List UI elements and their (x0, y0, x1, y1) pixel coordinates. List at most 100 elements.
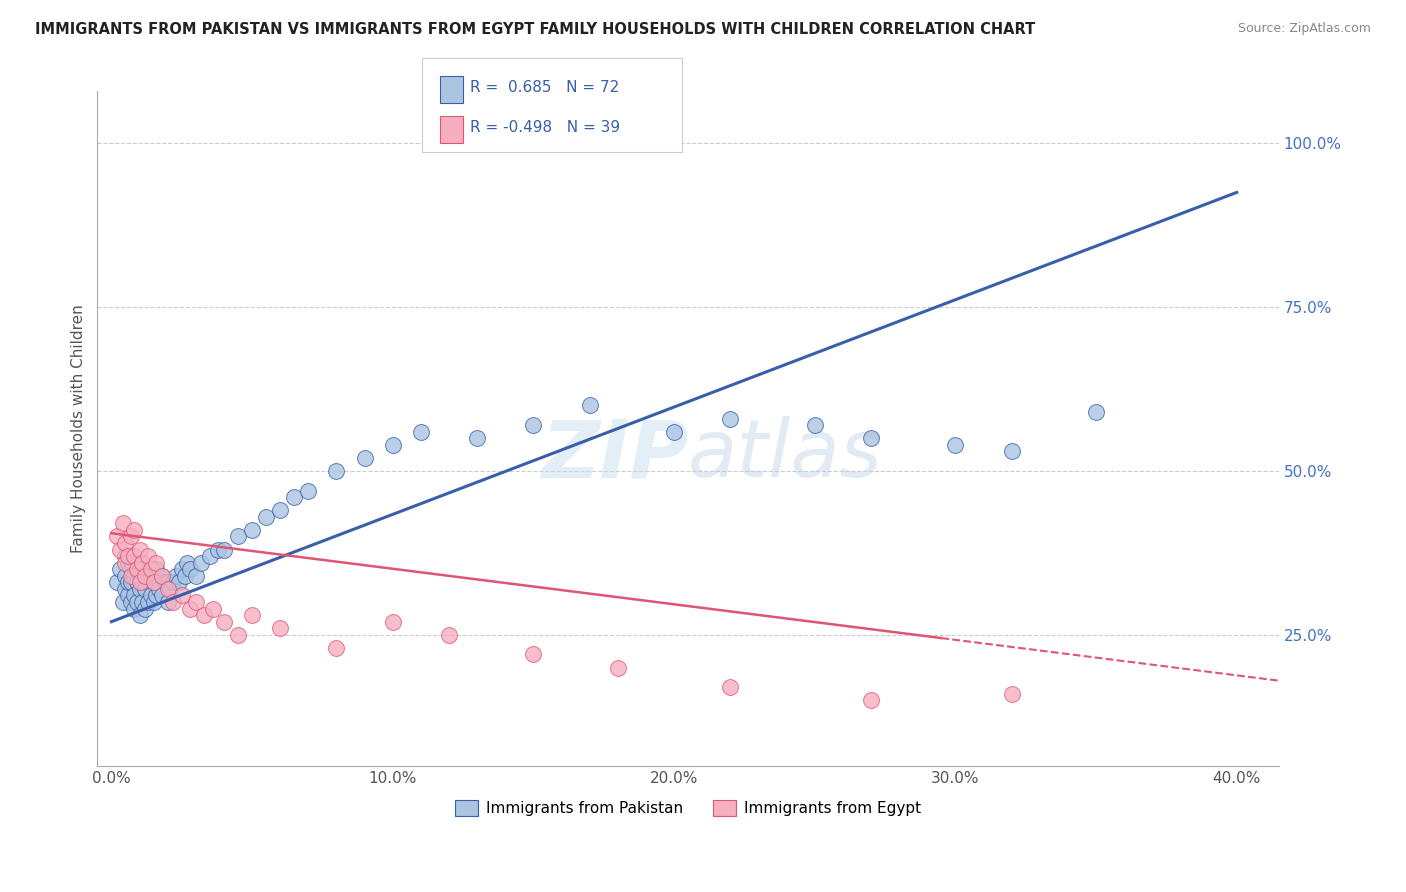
Point (139, 569, 162, 583)
Point (193, 608, 215, 623)
Point (167, 575, 190, 590)
Point (325, 464, 347, 478)
Point (145, 556, 167, 570)
Point (108, 542, 131, 557)
Point (134, 601, 156, 615)
Point (159, 582, 181, 596)
Point (325, 640, 347, 655)
Point (122, 549, 145, 563)
Point (201, 601, 224, 615)
Point (859, 693, 882, 707)
Point (150, 569, 173, 583)
Text: IMMIGRANTS FROM PAKISTAN VS IMMIGRANTS FROM EGYPT FAMILY HOUSEHOLDS WITH CHILDRE: IMMIGRANTS FROM PAKISTAN VS IMMIGRANTS F… (35, 22, 1035, 37)
Point (128, 582, 150, 596)
Point (1085, 405, 1108, 419)
Point (184, 569, 207, 583)
Point (240, 608, 263, 623)
Point (212, 615, 235, 629)
Text: R = -0.498   N = 39: R = -0.498 N = 39 (470, 120, 620, 136)
Point (128, 575, 150, 590)
Point (134, 569, 156, 583)
Point (120, 529, 142, 543)
Point (114, 569, 136, 583)
Point (136, 549, 159, 563)
Point (179, 562, 201, 576)
Point (128, 608, 150, 623)
Point (117, 575, 139, 590)
Point (114, 536, 136, 550)
Point (122, 589, 145, 603)
Point (131, 595, 153, 609)
Point (111, 516, 134, 531)
Text: Source: ZipAtlas.com: Source: ZipAtlas.com (1237, 22, 1371, 36)
Point (136, 595, 159, 609)
Point (165, 569, 187, 583)
Point (297, 483, 319, 498)
Point (125, 595, 148, 609)
Point (945, 438, 967, 452)
Legend: Immigrants from Pakistan, Immigrants from Egypt: Immigrants from Pakistan, Immigrants fro… (449, 794, 927, 822)
Point (170, 589, 193, 603)
Point (353, 450, 375, 465)
Y-axis label: Family Households with Children: Family Households with Children (72, 304, 86, 553)
Point (156, 582, 179, 596)
Point (145, 562, 167, 576)
Point (150, 589, 173, 603)
Point (122, 601, 145, 615)
Point (142, 595, 165, 609)
Point (125, 562, 148, 576)
Point (662, 425, 685, 439)
Point (409, 425, 432, 439)
Point (153, 575, 176, 590)
Point (198, 549, 221, 563)
Point (105, 575, 128, 590)
Point (269, 621, 291, 635)
Point (122, 523, 145, 537)
Text: atlas: atlas (688, 417, 883, 494)
Point (718, 680, 741, 694)
Point (142, 575, 165, 590)
Point (120, 562, 142, 576)
Point (136, 569, 159, 583)
Point (578, 398, 600, 412)
Point (117, 549, 139, 563)
Point (269, 503, 291, 517)
Point (134, 582, 156, 596)
Point (212, 542, 235, 557)
Point (254, 509, 277, 524)
Point (283, 490, 305, 504)
Point (108, 562, 131, 576)
Point (114, 556, 136, 570)
Point (114, 582, 136, 596)
Point (120, 575, 142, 590)
Point (226, 529, 249, 543)
Point (437, 628, 460, 642)
Point (381, 615, 404, 629)
Point (1001, 687, 1024, 701)
Point (803, 418, 825, 433)
Point (859, 431, 882, 445)
Point (150, 569, 173, 583)
Point (117, 589, 139, 603)
Point (120, 595, 142, 609)
Point (162, 575, 184, 590)
Point (145, 589, 167, 603)
Point (381, 438, 404, 452)
Point (114, 549, 136, 563)
Point (465, 431, 488, 445)
Point (148, 582, 170, 596)
Point (105, 529, 128, 543)
Point (1001, 444, 1024, 458)
Point (139, 562, 162, 576)
Point (156, 575, 179, 590)
Point (226, 628, 249, 642)
Point (522, 648, 544, 662)
Point (179, 601, 201, 615)
Point (606, 660, 628, 674)
Point (184, 595, 207, 609)
Point (718, 411, 741, 425)
Point (162, 595, 184, 609)
Point (207, 542, 229, 557)
Text: R =  0.685   N = 72: R = 0.685 N = 72 (470, 80, 619, 95)
Point (170, 562, 193, 576)
